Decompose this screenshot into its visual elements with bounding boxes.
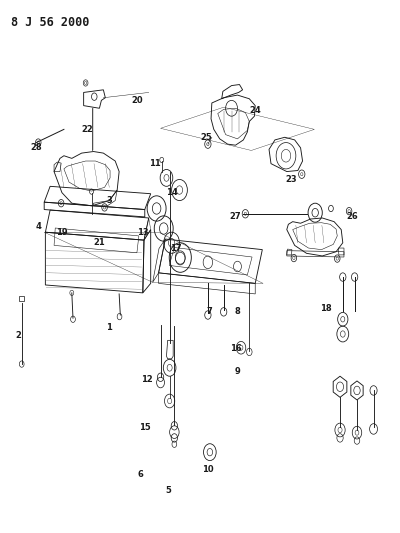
Text: 20: 20 <box>131 96 143 105</box>
Text: 28: 28 <box>30 143 42 152</box>
Text: 9: 9 <box>234 367 240 376</box>
Text: 22: 22 <box>82 125 94 134</box>
Text: 17: 17 <box>170 244 182 253</box>
Text: 24: 24 <box>249 107 261 116</box>
Text: 23: 23 <box>285 175 296 184</box>
Text: 8: 8 <box>234 307 240 316</box>
Text: 12: 12 <box>141 375 153 384</box>
Text: 14: 14 <box>166 188 178 197</box>
Text: 27: 27 <box>230 212 241 221</box>
Text: 3: 3 <box>106 196 112 205</box>
Text: 8 J 56 2000: 8 J 56 2000 <box>11 16 89 29</box>
Text: 7: 7 <box>207 307 213 316</box>
Text: 25: 25 <box>200 133 212 142</box>
Text: 11: 11 <box>149 159 160 168</box>
Text: 15: 15 <box>139 423 151 432</box>
Text: 13: 13 <box>137 228 149 237</box>
Text: 18: 18 <box>320 304 332 313</box>
Text: 1: 1 <box>106 322 112 332</box>
Text: 2: 2 <box>16 330 22 340</box>
Text: 21: 21 <box>94 238 105 247</box>
Text: 4: 4 <box>35 222 41 231</box>
Text: 5: 5 <box>166 486 171 495</box>
Text: 19: 19 <box>56 228 68 237</box>
Text: 10: 10 <box>202 465 214 474</box>
Text: 26: 26 <box>346 212 358 221</box>
Text: 6: 6 <box>138 470 144 479</box>
Text: 16: 16 <box>230 344 241 353</box>
